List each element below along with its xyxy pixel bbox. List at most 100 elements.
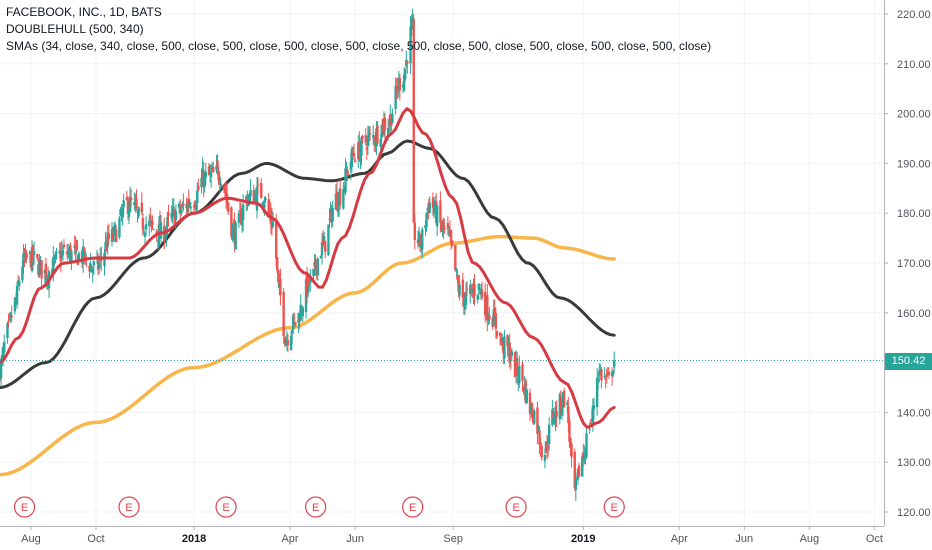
earnings-label: E	[611, 502, 618, 514]
earnings-marker[interactable]: E	[13, 496, 36, 518]
candle-body	[342, 189, 345, 209]
x-tick-label: Apr	[281, 533, 298, 545]
earnings-marker[interactable]: E	[215, 496, 237, 518]
candle-body	[396, 87, 399, 92]
candle-body	[600, 368, 603, 381]
candle-body	[25, 253, 28, 259]
candle-body	[312, 268, 315, 276]
symbol-title[interactable]: FACEBOOK, INC., 1D, BATS	[6, 5, 162, 19]
candle-body	[17, 280, 21, 287]
candle-body	[322, 236, 326, 246]
earnings-marker[interactable]: E	[505, 496, 527, 518]
candle-body	[530, 403, 534, 418]
candle-body	[364, 135, 367, 143]
earnings-marker[interactable]: E	[305, 496, 327, 518]
y-tick-label: 120.00	[897, 507, 931, 519]
candle-body	[350, 148, 354, 168]
y-tick-label: 140.00	[897, 407, 931, 419]
candle-body	[91, 268, 94, 274]
candle-body	[216, 160, 219, 169]
earnings-marker[interactable]: E	[118, 496, 140, 518]
candle-body	[299, 304, 302, 321]
candle-body	[187, 199, 190, 206]
y-tick-label: 200.00	[897, 109, 931, 121]
candle-body	[188, 202, 192, 208]
candle-body	[383, 117, 387, 131]
candle-body	[181, 204, 184, 207]
candle-body	[367, 133, 371, 138]
candle-body	[32, 251, 36, 255]
candle-body	[410, 22, 413, 31]
earnings-marker[interactable]: E	[402, 496, 424, 518]
candle-body	[515, 358, 519, 376]
candle-body	[195, 204, 198, 211]
candle-body	[148, 220, 151, 226]
candle-body	[476, 295, 479, 300]
candle-body	[421, 229, 424, 250]
candle-body	[309, 276, 312, 283]
sma-indicator-label[interactable]: SMAs (34, close, 340, close, 500, close,…	[6, 39, 712, 53]
x-tick-label: Aug	[21, 533, 41, 545]
candle-body	[197, 186, 200, 191]
x-tick-label: Sep	[443, 533, 463, 545]
y-tick-label: 170.00	[897, 258, 931, 270]
candle-body	[44, 263, 48, 280]
candle-body	[167, 213, 170, 216]
candle-body	[588, 428, 591, 430]
candle-body	[595, 378, 599, 407]
candle-body	[464, 292, 468, 305]
candle-body	[327, 224, 330, 256]
candle-body	[492, 309, 495, 326]
candle-body	[107, 233, 110, 239]
candle-body	[127, 208, 131, 218]
candle-body	[231, 226, 234, 241]
candle-body	[412, 19, 415, 223]
candle-body	[54, 253, 57, 260]
candle-body	[174, 211, 178, 220]
candle-body	[439, 200, 442, 223]
candle-body	[230, 207, 233, 237]
sma-340-path	[0, 234, 616, 477]
candle-body	[59, 252, 62, 262]
sma-340-line	[0, 234, 616, 477]
earnings-label: E	[21, 502, 28, 514]
candle-body	[314, 258, 317, 271]
candle-body	[319, 255, 323, 259]
candle-body	[75, 239, 78, 251]
candle-body	[538, 430, 541, 445]
candle-body	[271, 221, 275, 227]
candle-body	[533, 410, 536, 424]
candle-body	[212, 167, 215, 173]
candle-body	[200, 178, 203, 188]
candle-body	[40, 260, 43, 279]
earnings-label: E	[409, 502, 416, 514]
candle-body	[316, 258, 319, 276]
candle-body	[495, 330, 499, 337]
candle-body	[394, 86, 397, 109]
candle-body	[118, 217, 121, 238]
candle-body	[261, 202, 264, 204]
candle-body	[605, 374, 608, 377]
candle-body	[570, 443, 573, 457]
candle-body	[13, 297, 17, 312]
candle-body	[304, 279, 308, 312]
candle-body	[359, 150, 362, 162]
candle-body	[106, 232, 109, 247]
candle-body	[589, 423, 592, 425]
candle-body	[353, 160, 357, 163]
doublehull-indicator-label[interactable]: DOUBLEHULL (500, 340)	[6, 22, 144, 36]
candle-body	[494, 313, 498, 329]
candle-body	[416, 239, 420, 244]
candle-body	[413, 222, 417, 240]
grid	[0, 0, 884, 526]
candle-body	[276, 257, 279, 271]
candle-body	[141, 218, 145, 230]
candle-body	[113, 224, 117, 232]
earnings-marker[interactable]: E	[603, 496, 625, 518]
candle-body	[486, 294, 489, 321]
sma-34-line	[0, 107, 616, 429]
